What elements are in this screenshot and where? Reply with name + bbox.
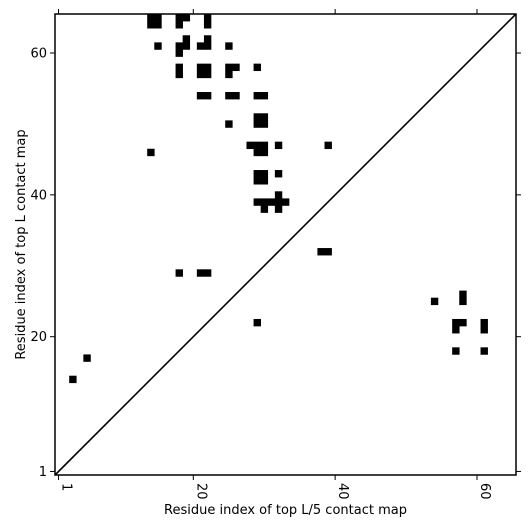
contact-cell-top-l [253,113,261,121]
contact-cell-top-l [203,269,212,277]
contact-cell-top-l [175,63,183,72]
y-tick-label: 1 [39,465,47,480]
contact-cell-top-l [253,148,261,157]
contact-cell-top-l [253,120,261,128]
contact-cell-top-l [253,141,261,150]
contact-cell-top-l [203,35,212,43]
y-tick-label: 40 [30,188,47,203]
contact-cell-top-l [175,70,183,79]
contact-cell-top-l [324,141,332,150]
contact-cell-top-l [175,269,183,277]
contact-cell-top-l [260,205,269,213]
contact-cell-top-l [225,120,233,128]
contact-cell-top-l [260,120,269,128]
contact-cell-top-l [175,14,183,22]
contact-cell-top-l [196,63,205,72]
contact-cell-top-l [147,148,155,157]
contact-cell-top-l [317,248,325,256]
contact-cell-top-l5 [459,318,467,327]
contact-cell-top-l [281,198,290,206]
contact-cell-top-l [147,14,155,22]
contact-cell-top-l5 [480,326,488,334]
contact-cell-top-l [203,70,212,79]
contact-cell-top-l [182,14,191,22]
contact-cell-top-l [260,148,269,157]
contact-cell-top-l [260,198,269,206]
contact-cell-top-l [225,42,233,50]
contact-cell-top-l5 [452,326,460,334]
y-tick-label: 60 [30,47,47,62]
contact-cell-top-l [203,21,212,29]
contact-cell-top-l [196,42,205,50]
contact-cell-top-l [274,198,283,206]
contact-cell-top-l [260,177,269,185]
contact-cell-top-l [274,191,283,199]
contact-cell-top-l5 [430,297,439,306]
x-tick-label: 60 [477,483,492,500]
contact-cell-top-l [253,318,261,327]
diagonal-line [54,13,517,476]
contact-cell-top-l5 [480,347,488,355]
axis-ticks: 1 20 40 60 1 20 40 60 [30,9,521,500]
contact-cell-top-l5 [459,297,467,306]
contact-cell-top-l [154,42,162,50]
contact-cell-top-l [260,92,269,100]
contact-cell-top-l [175,49,183,57]
contact-cell-top-l [274,141,283,150]
x-tick-label: 20 [193,483,208,500]
contact-cell-top-l5 [459,290,467,298]
contact-cell-top-l [225,63,233,72]
contact-cell-top-l [196,92,205,100]
x-axis-label: Residue index of top L/5 contact map [164,503,407,518]
contact-cell-top-l [225,70,233,79]
contact-cell-top-l [154,21,162,29]
contact-cell-top-l [246,141,254,150]
contact-cell-top-l [225,92,233,100]
contact-cell-top-l [324,248,332,256]
contact-cell-top-l5 [452,318,460,327]
y-tick-label: 20 [30,330,47,345]
contact-cell-top-l [274,205,283,213]
contact-cell-top-l [260,113,269,121]
x-tick-label: 1 [59,483,74,491]
contact-cell-top-l [253,177,261,185]
contact-cell-top-l [196,269,205,277]
plot-frame [54,13,517,476]
x-tick-label: 40 [335,483,350,500]
contact-cell-top-l [267,198,276,206]
contact-cell-top-l [253,170,261,178]
contact-cell-top-l [260,141,269,150]
y-axis-label: Residue index of top L contact map [14,129,29,359]
contact-cell-top-l5 [69,375,77,384]
contact-cell-top-l [175,21,183,29]
contact-cell-top-l [182,42,191,50]
contact-cell-top-l5 [480,318,488,327]
contact-cell-top-l [196,70,205,79]
contact-cell-top-l [274,170,283,178]
contact-cell-top-l [203,14,212,22]
contact-cell-top-l [253,63,261,72]
contact-cell-top-l [232,63,240,72]
contact-cell-top-l [253,92,261,100]
contact-cell-top-l [203,42,212,50]
contact-cell-top-l [253,198,261,206]
contact-cell-top-l5 [452,347,460,355]
contact-cell-top-l [203,63,212,72]
contact-cell-top-l [154,14,162,22]
contact-cell-top-l5 [83,354,91,362]
contact-cell-top-l [175,42,183,50]
contact-cell-top-l [260,170,269,178]
contact-cell-top-l [182,35,191,43]
contact-cell-top-l [232,92,240,100]
contact-cell-top-l [203,92,212,100]
contact-cell-top-l [147,21,155,29]
contact-cells [69,14,488,384]
